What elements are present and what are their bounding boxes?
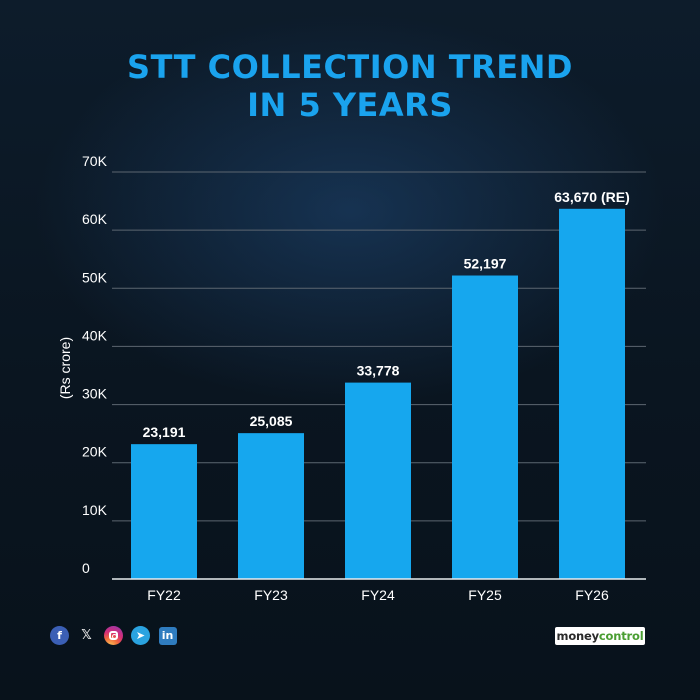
chart-title-line-1: STT COLLECTION TREND bbox=[127, 48, 573, 86]
brand-part-2: control bbox=[598, 629, 644, 643]
x-tick-label: FY23 bbox=[254, 587, 288, 603]
y-axis-label: (Rs crore) bbox=[57, 337, 73, 399]
y-tick-label: 60K bbox=[82, 211, 108, 227]
x-icon[interactable]: 𝕏 bbox=[81, 628, 92, 643]
linkedin-icon[interactable]: in bbox=[158, 626, 177, 645]
y-tick-label: 50K bbox=[82, 269, 108, 285]
instagram-icon[interactable] bbox=[104, 626, 123, 645]
moneycontrol-logo[interactable]: money control bbox=[555, 627, 645, 645]
bar-value-label: 33,778 bbox=[357, 363, 400, 379]
x-tick-label: FY24 bbox=[361, 587, 395, 603]
y-tick-label: 30K bbox=[82, 386, 108, 402]
bar-value-label: 63,670 (RE) bbox=[554, 189, 629, 205]
y-tick-label: 0 bbox=[82, 560, 90, 576]
bar-value-label: 25,085 bbox=[250, 413, 293, 429]
bar[interactable] bbox=[131, 444, 197, 579]
chart-title: STT COLLECTION TREND IN 5 YEARS bbox=[0, 48, 700, 124]
bar[interactable] bbox=[238, 433, 304, 579]
telegram-icon[interactable]: ➤ bbox=[131, 626, 150, 645]
facebook-icon[interactable]: f bbox=[50, 626, 69, 645]
x-tick-label: FY26 bbox=[575, 587, 609, 603]
bar[interactable] bbox=[452, 275, 518, 579]
y-tick-label: 40K bbox=[82, 327, 108, 343]
y-tick-label: 70K bbox=[82, 153, 108, 169]
bar[interactable] bbox=[345, 382, 411, 579]
linkedin-glyph: in bbox=[158, 626, 177, 645]
y-tick-label: 10K bbox=[82, 502, 108, 518]
chart-title-line-2: IN 5 YEARS bbox=[247, 86, 453, 124]
brand-part-1: money bbox=[556, 629, 600, 643]
bar-value-label: 52,197 bbox=[464, 256, 507, 272]
x-tick-label: FY25 bbox=[468, 587, 502, 603]
bar-value-label: 23,191 bbox=[143, 424, 186, 440]
social-icons: f 𝕏 ➤ in bbox=[50, 626, 177, 645]
y-tick-label: 20K bbox=[82, 444, 108, 460]
x-tick-label: FY22 bbox=[147, 587, 181, 603]
bar[interactable] bbox=[559, 208, 625, 579]
